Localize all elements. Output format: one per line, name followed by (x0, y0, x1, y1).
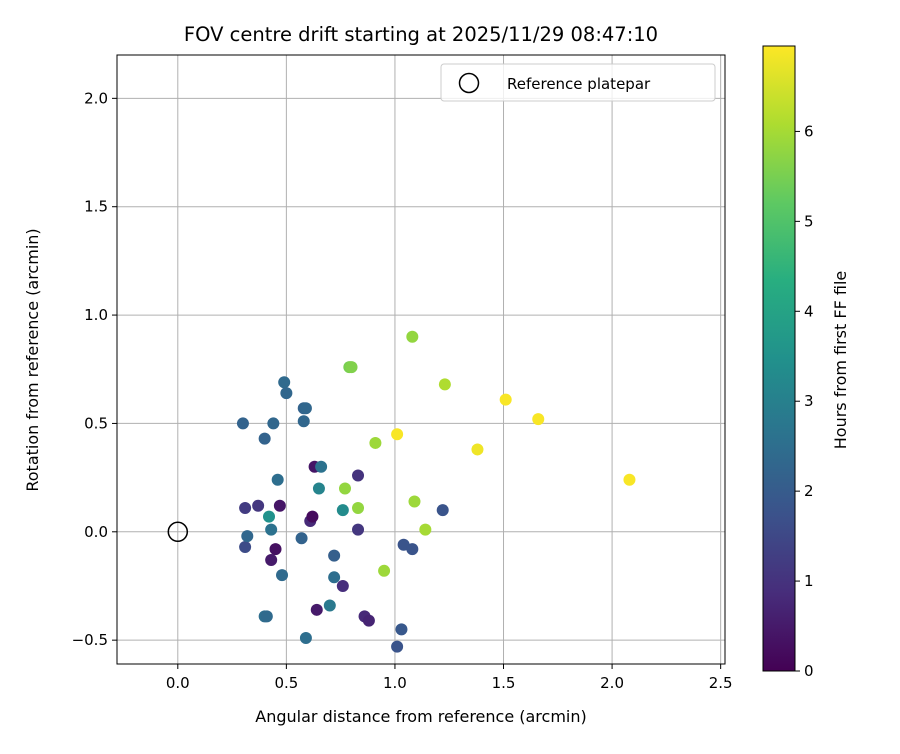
colorbar-tick-label: 6 (804, 122, 814, 140)
data-point (241, 530, 254, 543)
data-point (406, 543, 419, 556)
data-point (236, 417, 249, 430)
data-point (419, 523, 432, 536)
data-point (352, 523, 365, 536)
data-point (408, 495, 421, 508)
data-point (378, 564, 391, 577)
data-point (328, 571, 341, 584)
data-point (239, 540, 252, 553)
data-point (265, 523, 278, 536)
data-point (295, 532, 308, 545)
colorbar-label: Hours from first FF file (831, 271, 850, 450)
y-axis-label: Rotation from reference (arcmin) (23, 228, 42, 491)
data-point (436, 504, 449, 517)
legend-box (440, 63, 716, 102)
y-tick-label: 1.0 (84, 306, 108, 324)
data-point (252, 499, 265, 512)
plot-frame (116, 54, 726, 665)
x-tick-label: 2.0 (600, 674, 624, 692)
data-point (352, 501, 365, 514)
colorbar-tick-label: 5 (804, 212, 814, 230)
y-axis-ticks: −0.5 0.0 0.5 1.0 1.5 2.0 (72, 89, 117, 649)
data-point (271, 473, 284, 486)
data-point (312, 482, 325, 495)
colorbar-ticks: 0 1 2 3 4 5 6 (795, 122, 814, 680)
data-point (499, 393, 512, 406)
x-tick-label: 1.0 (383, 674, 407, 692)
x-axis-ticks: 0.0 0.5 1.0 1.5 2.0 2.5 (166, 664, 733, 692)
data-point (239, 501, 252, 514)
data-point (306, 510, 319, 523)
data-point (362, 614, 375, 627)
data-point (267, 417, 280, 430)
y-tick-label: 0.5 (84, 414, 108, 432)
y-tick-label: 2.0 (84, 89, 108, 107)
data-point (258, 432, 271, 445)
colorbar: 0 1 2 3 4 5 6 Hours from first FF file (762, 45, 850, 680)
colorbar-tick-label: 2 (804, 482, 814, 500)
colorbar-tick-label: 1 (804, 572, 814, 590)
data-point (345, 361, 358, 374)
data-point (299, 402, 312, 415)
data-point (323, 599, 336, 612)
legend: Reference platepar (440, 63, 716, 102)
plot-area (117, 55, 725, 664)
data-point (352, 469, 365, 482)
data-point (265, 553, 278, 566)
data-point (391, 428, 404, 441)
legend-label: Reference platepar (507, 75, 651, 93)
colorbar-gradient (762, 45, 796, 672)
grid-lines (117, 55, 725, 664)
y-tick-label: 1.5 (84, 198, 108, 216)
data-point (315, 460, 328, 473)
data-point (532, 413, 545, 426)
data-point (391, 640, 404, 653)
data-point (328, 549, 341, 562)
data-point (276, 569, 289, 582)
x-tick-label: 1.5 (492, 674, 516, 692)
data-point (623, 473, 636, 486)
data-point (273, 499, 286, 512)
data-point (369, 436, 382, 449)
data-point (260, 610, 273, 623)
data-point (339, 482, 351, 495)
x-axis-label: Angular distance from reference (arcmin) (255, 707, 586, 726)
data-point (438, 378, 451, 391)
x-tick-label: 0.0 (166, 674, 190, 692)
y-tick-label: −0.5 (72, 631, 108, 649)
y-tick-label: 0.0 (84, 523, 108, 541)
colorbar-tick-label: 3 (804, 392, 814, 410)
colorbar-tick-label: 0 (804, 662, 814, 680)
data-point (471, 443, 484, 456)
colorbar-tick-label: 4 (804, 302, 814, 320)
data-point (280, 387, 293, 400)
data-point (299, 631, 312, 644)
data-point (406, 330, 419, 343)
data-point (395, 623, 408, 636)
data-point (269, 543, 282, 556)
chart-title: FOV centre drift starting at 2025/11/29 … (184, 23, 658, 46)
legend-reference-marker (458, 72, 480, 94)
data-points (236, 330, 636, 653)
data-point (310, 603, 323, 616)
x-tick-label: 0.5 (274, 674, 298, 692)
reference-marker (167, 521, 189, 543)
data-point (263, 510, 275, 523)
data-point (297, 415, 310, 428)
data-point (336, 504, 349, 517)
x-tick-label: 2.5 (709, 674, 733, 692)
data-point (336, 579, 349, 592)
data-point (278, 376, 291, 389)
